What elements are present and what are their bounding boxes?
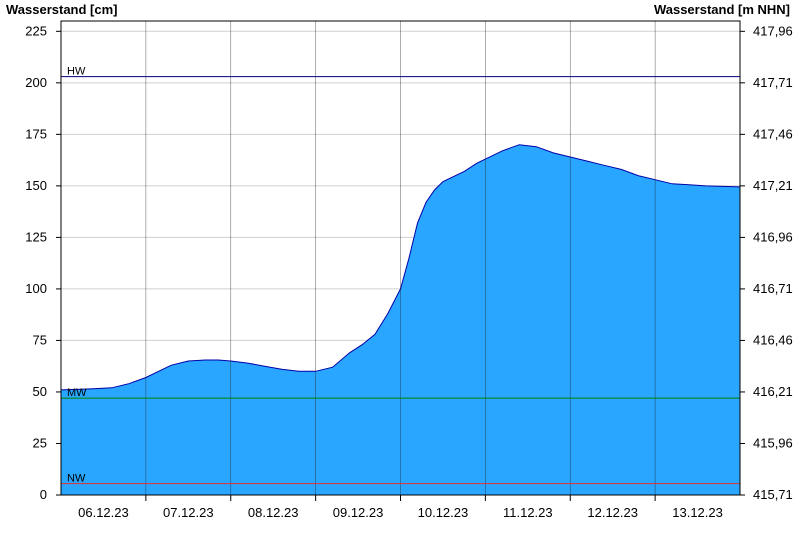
right-tick-label-7: 417,46	[753, 126, 793, 141]
right-tick-label-8: 417,71	[753, 75, 793, 90]
left-tick-label-25: 25	[33, 435, 47, 450]
date-label-7: 12.12.23	[587, 505, 638, 520]
right-tick-label-0: 415,71	[753, 487, 793, 502]
date-label-8: 13.12.23	[672, 505, 723, 520]
date-label-6: 11.12.23	[503, 505, 553, 520]
plot-area: HW MW NW 0 415,71 25 415,96 50 416,21 75 416,46 100…	[25, 20, 793, 520]
date-label-5: 10.12.23	[418, 505, 469, 520]
reference-label-nw: NW	[67, 473, 86, 485]
right-tick-label-6: 417,21	[753, 178, 793, 193]
left-tick-label-75: 75	[33, 332, 47, 347]
right-tick-label-9: 417,96	[753, 23, 793, 38]
date-label-4: 09.12.23	[333, 505, 384, 520]
left-tick-label-200: 200	[25, 75, 47, 90]
date-label-2: 07.12.23	[163, 505, 214, 520]
left-tick-label-50: 50	[33, 384, 47, 399]
right-tick-label-4: 416,71	[753, 281, 793, 296]
reference-label-mw: MW	[67, 387, 87, 399]
right-tick-label-2: 416,21	[753, 384, 793, 399]
left-tick-label-0: 0	[40, 487, 47, 502]
left-tick-label-150: 150	[25, 178, 47, 193]
reference-label-hw: HW	[67, 66, 86, 78]
right-tick-label-3: 416,46	[753, 332, 793, 347]
right-tick-label-5: 416,96	[753, 229, 793, 244]
left-tick-label-175: 175	[25, 126, 47, 141]
date-label-3: 08.12.23	[248, 505, 299, 520]
date-label-1: 06.12.23	[78, 505, 129, 520]
right-tick-label-1: 415,96	[753, 435, 793, 450]
left-tick-label-225: 225	[25, 23, 47, 38]
left-tick-label-125: 125	[25, 229, 47, 244]
water-level-line	[60, 144, 741, 391]
left-tick-label-100: 100	[25, 281, 47, 296]
right-axis-title: Wasserstand [m NHN]	[654, 2, 790, 17]
left-axis-title: Wasserstand [cm]	[6, 2, 118, 17]
